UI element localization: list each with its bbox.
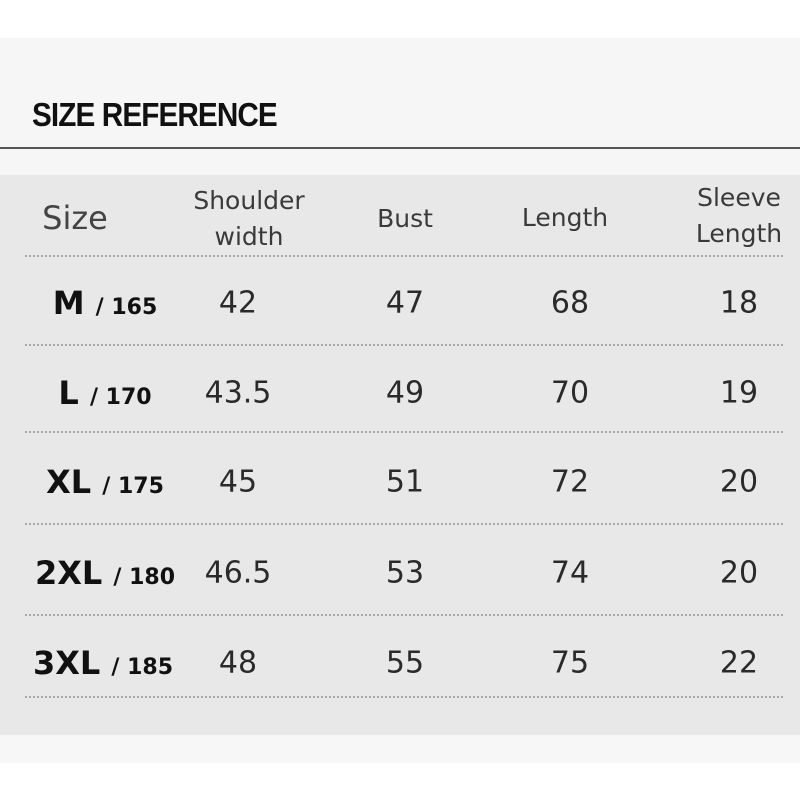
shoulder-width-value: 45 bbox=[218, 464, 258, 500]
size-code: M bbox=[52, 284, 85, 322]
bust-value: 55 bbox=[385, 645, 425, 681]
length-value: 70 bbox=[550, 375, 590, 411]
bust-value: 49 bbox=[385, 375, 425, 411]
bust-value: 53 bbox=[385, 555, 425, 591]
shoulder-width-value: 48 bbox=[218, 645, 258, 681]
size-height: / 175 bbox=[102, 474, 164, 499]
sleeve-length-value: 20 bbox=[719, 555, 759, 591]
bust-value: 47 bbox=[385, 285, 425, 321]
header-sleeve-line2: Length bbox=[695, 219, 783, 248]
shoulder-width-value: 46.5 bbox=[204, 555, 272, 591]
size-height: / 170 bbox=[89, 385, 152, 410]
header-shoulder-line2: width bbox=[214, 222, 284, 251]
size-label: XL / 175 bbox=[46, 463, 164, 501]
row-divider bbox=[25, 255, 783, 257]
size-code: 3XL bbox=[32, 644, 101, 682]
length-value: 72 bbox=[550, 464, 590, 500]
size-label: L / 170 bbox=[58, 374, 151, 412]
footer-band bbox=[0, 735, 800, 763]
row-divider bbox=[25, 523, 783, 525]
row-divider bbox=[25, 431, 783, 433]
header-size: Size bbox=[42, 199, 108, 237]
header-band bbox=[0, 38, 800, 175]
length-value: 75 bbox=[550, 645, 590, 681]
size-label: 3XL / 185 bbox=[33, 644, 173, 682]
length-value: 68 bbox=[550, 285, 590, 321]
size-label: 2XL / 180 bbox=[35, 554, 175, 592]
sleeve-length-value: 19 bbox=[719, 375, 759, 411]
row-divider bbox=[25, 344, 783, 346]
size-code: 2XL bbox=[34, 554, 103, 592]
header-bust: Bust bbox=[377, 204, 433, 233]
size-code: L bbox=[58, 374, 79, 412]
size-height: / 185 bbox=[111, 655, 174, 680]
size-code: XL bbox=[46, 463, 92, 501]
size-height: / 180 bbox=[113, 565, 176, 590]
header-sleeve-length: Sleeve Length bbox=[696, 180, 782, 252]
header-shoulder-width: Shoulder width bbox=[193, 183, 304, 255]
shoulder-width-value: 43.5 bbox=[204, 375, 272, 411]
sleeve-length-value: 20 bbox=[719, 464, 759, 500]
header-shoulder-line1: Shoulder bbox=[193, 186, 305, 215]
page-title: SIZE REFERENCE bbox=[32, 96, 278, 133]
size-height: / 165 bbox=[95, 295, 158, 320]
sleeve-length-value: 22 bbox=[719, 645, 759, 681]
header-length: Length bbox=[521, 203, 609, 232]
size-label: M / 165 bbox=[53, 284, 158, 322]
shoulder-width-value: 42 bbox=[218, 285, 258, 321]
sleeve-length-value: 18 bbox=[719, 285, 759, 321]
length-value: 74 bbox=[550, 555, 590, 591]
header-sleeve-line1: Sleeve bbox=[697, 183, 781, 212]
size-table bbox=[0, 175, 800, 735]
title-divider bbox=[0, 147, 800, 149]
bust-value: 51 bbox=[385, 464, 425, 500]
row-divider bbox=[25, 614, 783, 616]
row-divider bbox=[25, 696, 783, 698]
